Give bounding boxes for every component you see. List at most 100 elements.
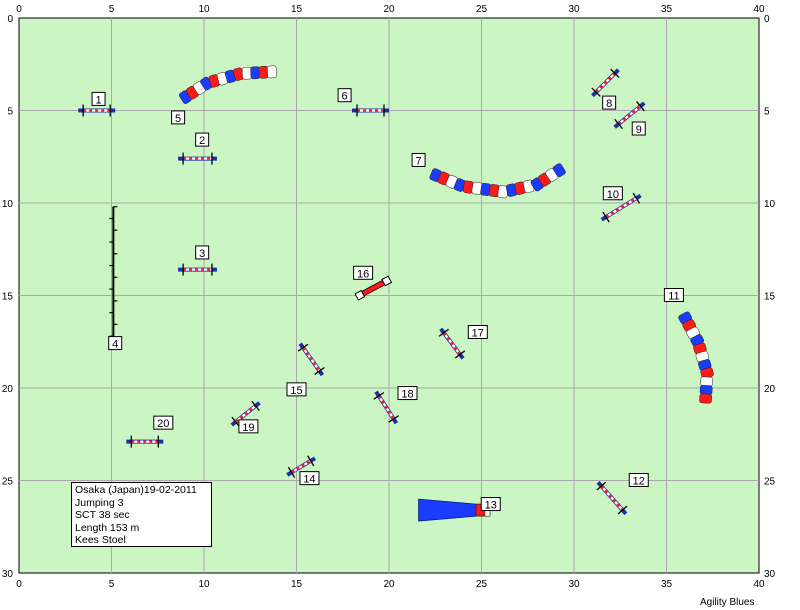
jump-pole bbox=[605, 197, 637, 219]
jump-stand bbox=[231, 416, 240, 427]
obstacle-number: 19 bbox=[242, 422, 254, 434]
obstacle-10-jump: 10 bbox=[600, 186, 642, 223]
x-tick-label-top: 30 bbox=[568, 4, 580, 15]
y-tick-label-left: 15 bbox=[2, 292, 14, 303]
y-tick-label-right: 5 bbox=[764, 107, 770, 118]
obstacle-12-jump: 12 bbox=[596, 473, 649, 516]
y-tick-label-right: 25 bbox=[764, 477, 776, 488]
obstacle-number: 6 bbox=[342, 91, 348, 103]
jump-pole-stripes bbox=[302, 346, 321, 372]
y-tick-label-left: 25 bbox=[2, 477, 14, 488]
tire-stand bbox=[381, 275, 393, 287]
obstacle-number: 8 bbox=[606, 98, 612, 110]
obstacle-number: 5 bbox=[175, 113, 181, 125]
obstacle-number-box bbox=[238, 419, 259, 434]
jump-stand bbox=[602, 211, 610, 223]
obstacle-number-box bbox=[631, 121, 646, 136]
jump-pole-stripes bbox=[617, 105, 642, 125]
obstacle-number-box bbox=[337, 88, 352, 103]
jump-pole-stripes bbox=[234, 404, 257, 423]
obstacle-11-tunnel: 11 bbox=[663, 288, 714, 404]
obstacle-16-tire: 16 bbox=[353, 265, 393, 301]
obstacle-number-box bbox=[411, 152, 426, 167]
jump-stand bbox=[591, 87, 601, 97]
obstacle-number: 7 bbox=[416, 155, 422, 167]
course-location-date: Osaka (Japan)19-02-2011 bbox=[75, 484, 197, 496]
x-tick-label-bottom: 15 bbox=[291, 579, 303, 590]
course-info-box: Osaka (Japan)19-02-2011 Jumping 3 SCT 38… bbox=[71, 482, 212, 547]
obstacle-number-box bbox=[397, 386, 418, 401]
jump-pole-stripes bbox=[442, 332, 461, 356]
obstacle-15-jump: 15 bbox=[286, 342, 325, 397]
y-tick-label-left: 10 bbox=[2, 199, 14, 210]
obstacle-6-jump: 6 bbox=[337, 88, 389, 117]
obstacle-number-box bbox=[353, 265, 374, 280]
obstacle-4-weave: 4 bbox=[108, 206, 123, 351]
obstacle-number: 11 bbox=[668, 291, 679, 303]
obstacle-number: 15 bbox=[290, 385, 302, 397]
obstacle-number-box bbox=[602, 95, 617, 110]
jump-stand bbox=[297, 343, 309, 352]
obstacle-number: 16 bbox=[357, 268, 369, 280]
obstacle-number: 13 bbox=[485, 500, 497, 512]
x-tick-label-top: 35 bbox=[661, 4, 673, 15]
x-tick-label-top: 25 bbox=[476, 4, 488, 15]
x-tick-label-top: 40 bbox=[753, 4, 765, 15]
jump-pole-stripes bbox=[600, 485, 624, 511]
obstacle-number: 4 bbox=[112, 339, 118, 351]
y-tick-label-left: 20 bbox=[2, 384, 14, 395]
obstacle-20-jump: 20 bbox=[126, 415, 174, 448]
y-tick-label-left: 5 bbox=[7, 107, 13, 118]
jump-stand bbox=[614, 118, 623, 130]
obstacle-number: 17 bbox=[472, 328, 484, 340]
y-tick-label-left: 0 bbox=[7, 14, 13, 25]
obstacle-number-box bbox=[286, 382, 307, 397]
obstacle-14-jump: 14 bbox=[286, 455, 320, 486]
obstacle-number-box bbox=[195, 132, 210, 147]
obstacle-13-chute: 13 bbox=[418, 497, 501, 522]
y-tick-label-right: 15 bbox=[764, 292, 776, 303]
tunnel-segment bbox=[267, 65, 277, 79]
x-tick-label-bottom: 20 bbox=[383, 579, 395, 590]
obstacle-9-jump: 9 bbox=[613, 101, 646, 136]
obstacle-number-box bbox=[171, 110, 186, 125]
jump-stand bbox=[251, 400, 260, 412]
tunnel-segment bbox=[250, 66, 261, 80]
x-tick-label-top: 10 bbox=[198, 4, 210, 15]
jump-stand bbox=[636, 101, 645, 112]
obstacle-number-box bbox=[299, 471, 320, 486]
jump-stand bbox=[373, 392, 385, 400]
obstacle-number-box bbox=[628, 473, 649, 487]
obstacle-number-box bbox=[153, 415, 174, 430]
tire-frame bbox=[354, 275, 393, 301]
jump-pole-stripes bbox=[290, 459, 312, 474]
obstacle-2-jump: 2 bbox=[178, 132, 217, 165]
obstacle-number: 18 bbox=[401, 389, 413, 401]
obstacle-number-box bbox=[108, 336, 123, 351]
obstacle-number: 2 bbox=[199, 135, 205, 147]
jump-stand bbox=[438, 328, 449, 337]
obstacle-number: 10 bbox=[607, 189, 619, 201]
obstacle-number: 3 bbox=[199, 248, 205, 260]
obstacle-number-box bbox=[663, 288, 684, 302]
jump-stand bbox=[287, 466, 296, 478]
jump-pole-stripes bbox=[595, 72, 616, 94]
x-tick-label-top: 20 bbox=[383, 4, 395, 15]
obstacle-19-jump: 19 bbox=[230, 400, 261, 434]
y-tick-label-right: 30 bbox=[764, 569, 776, 580]
course-judge: Kees Stoel bbox=[75, 534, 126, 547]
x-tick-label-top: 15 bbox=[291, 4, 303, 15]
obstacle-5-tunnel: 5 bbox=[171, 65, 277, 125]
y-tick-label-right: 0 bbox=[764, 14, 770, 25]
obstacle-number: 9 bbox=[636, 124, 642, 136]
course-class: Jumping 3 bbox=[75, 496, 124, 509]
jump-stand bbox=[632, 192, 641, 204]
x-tick-label-bottom: 0 bbox=[16, 579, 22, 590]
jump-stand bbox=[307, 455, 315, 467]
obstacle-number-box bbox=[480, 497, 501, 512]
x-tick-label-bottom: 30 bbox=[568, 579, 580, 590]
obstacle-18-jump: 18 bbox=[373, 386, 418, 425]
jump-stand bbox=[596, 481, 607, 491]
